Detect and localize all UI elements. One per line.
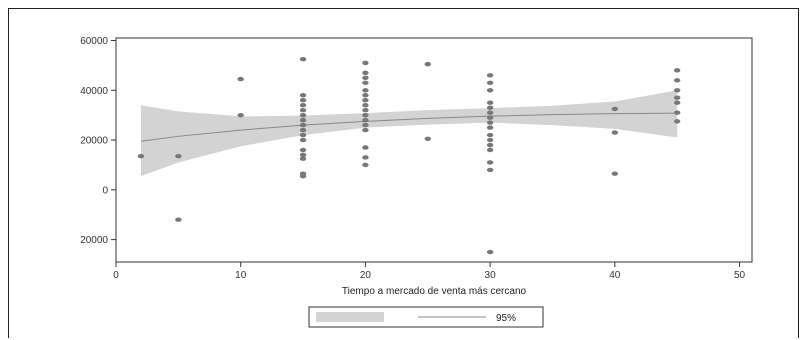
data-point xyxy=(299,156,307,161)
data-point xyxy=(362,93,369,98)
legend-fit-label: 95% xyxy=(496,313,516,324)
data-point xyxy=(362,88,369,93)
x-tick-label: 30 xyxy=(485,270,497,281)
data-point xyxy=(486,132,494,138)
data-point xyxy=(486,110,494,115)
y-tick-label: 20000 xyxy=(80,136,108,147)
data-point xyxy=(486,100,494,105)
x-axis: 0 10 20 30 40 50 xyxy=(113,262,746,281)
data-point xyxy=(362,60,369,66)
data-point xyxy=(362,162,369,168)
x-tick-label: 10 xyxy=(235,270,247,281)
data-point xyxy=(486,73,494,78)
confidence-band xyxy=(140,90,678,177)
data-point xyxy=(362,127,369,133)
data-point xyxy=(673,95,681,100)
data-point xyxy=(299,173,307,179)
data-point xyxy=(299,122,307,128)
x-tick-label: 40 xyxy=(609,270,621,281)
data-point xyxy=(673,119,681,124)
data-point xyxy=(673,88,681,93)
scatter-points xyxy=(137,56,681,255)
data-point xyxy=(486,147,494,153)
data-point xyxy=(175,154,182,159)
data-point xyxy=(486,105,494,110)
data-point xyxy=(611,171,619,176)
data-point xyxy=(486,120,494,125)
data-point xyxy=(362,155,369,160)
data-point xyxy=(673,68,681,73)
data-point xyxy=(362,107,369,113)
y-tick-label: 40000 xyxy=(80,86,108,97)
legend: 95% xyxy=(308,306,544,328)
data-point xyxy=(486,249,494,255)
data-point xyxy=(299,107,307,113)
data-point xyxy=(137,154,145,159)
data-point xyxy=(362,117,369,123)
y-tick-label: 0 xyxy=(102,185,108,196)
x-tick-label: 0 xyxy=(113,270,119,281)
x-tick-label: 20 xyxy=(360,270,372,281)
data-point xyxy=(362,98,369,103)
data-point xyxy=(486,160,494,165)
data-point xyxy=(299,103,307,108)
x-axis-title: Tiempo a mercado de venta más cercano xyxy=(342,286,527,297)
data-point xyxy=(486,88,494,93)
data-point xyxy=(237,112,244,118)
data-point xyxy=(611,130,619,135)
data-point xyxy=(673,78,681,83)
x-tick-label: 50 xyxy=(734,270,746,281)
data-point xyxy=(299,98,307,103)
data-point xyxy=(486,125,494,130)
chart-frame xyxy=(8,8,799,338)
y-tick-label: 20000 xyxy=(80,235,108,246)
plot-area xyxy=(115,37,753,263)
data-point xyxy=(299,127,307,133)
data-point xyxy=(486,115,494,120)
fit-line xyxy=(140,112,678,142)
data-point xyxy=(362,112,369,118)
data-point xyxy=(611,106,619,112)
y-tick-label: 60000 xyxy=(80,36,108,47)
data-point xyxy=(175,217,182,222)
legend-ci-swatch xyxy=(316,312,384,322)
data-point xyxy=(362,103,369,108)
data-point xyxy=(299,132,307,138)
data-point xyxy=(299,112,307,118)
data-point xyxy=(486,142,494,148)
data-point xyxy=(486,137,494,143)
data-point xyxy=(362,145,369,150)
data-point xyxy=(673,100,681,105)
data-point xyxy=(362,70,369,76)
data-point xyxy=(362,80,369,86)
data-point xyxy=(673,110,681,115)
data-point xyxy=(486,80,494,86)
data-point xyxy=(362,75,369,81)
data-point xyxy=(299,147,307,153)
y-axis: 60000 40000 20000 0 20000 xyxy=(80,36,116,246)
data-point xyxy=(424,136,431,141)
data-point xyxy=(237,76,244,82)
data-point xyxy=(486,167,494,173)
data-point xyxy=(424,61,431,67)
data-point xyxy=(299,117,307,123)
data-point xyxy=(299,152,307,158)
data-point xyxy=(299,137,307,143)
data-point xyxy=(299,93,307,98)
data-point xyxy=(362,122,369,128)
data-point xyxy=(299,56,307,62)
